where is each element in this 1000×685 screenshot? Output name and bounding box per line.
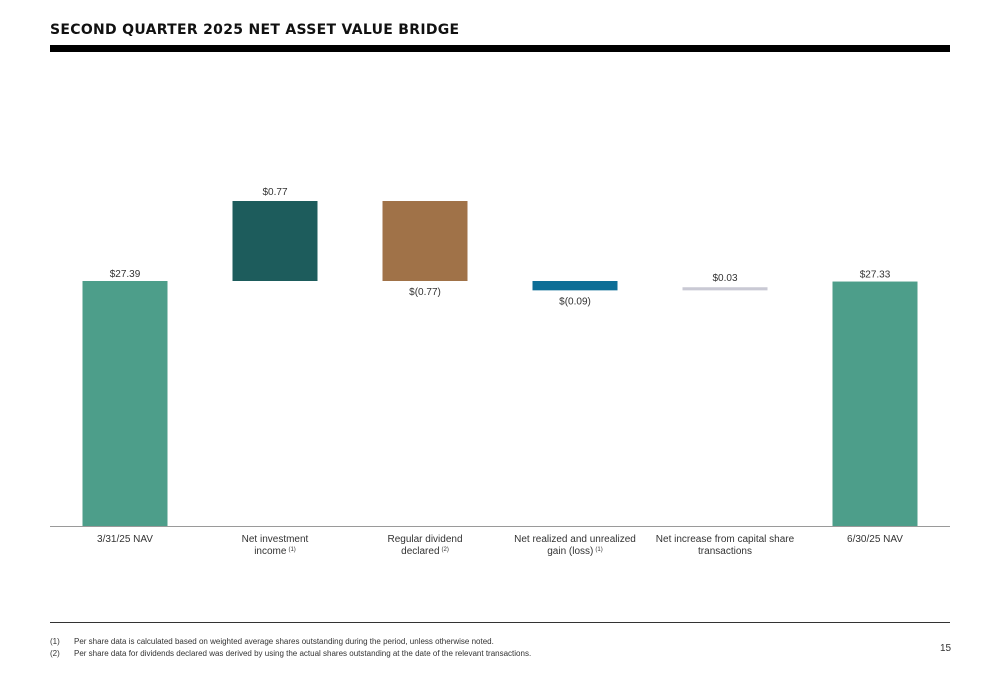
data-label-1: $0.77	[262, 187, 287, 198]
category-label-2-line-0: Regular dividend	[387, 534, 462, 545]
category-label-3-line-1: gain (loss) (1)	[547, 546, 602, 557]
footnote-1-text: Per share data is calculated based on we…	[74, 637, 494, 646]
category-label-1-line-1: income (1)	[254, 546, 296, 557]
footnote-ref-2: (2)	[442, 547, 449, 553]
category-label-0-line-0: 3/31/25 NAV	[97, 534, 153, 545]
page-title: SECOND QUARTER 2025 NET ASSET VALUE BRID…	[50, 22, 460, 38]
bar-2	[382, 201, 468, 281]
footnote-ref-3: (1)	[595, 547, 602, 553]
bar-4	[682, 287, 768, 291]
bar-1	[232, 201, 318, 281]
page-number: 15	[940, 643, 952, 654]
data-label-2: $(0.77)	[409, 287, 441, 298]
footnote-1: (1) Per share data is calculated based on…	[50, 637, 494, 646]
footnote-ref-1: (1)	[288, 547, 295, 553]
category-label-5-line-0: 6/30/25 NAV	[847, 534, 903, 545]
nav-bridge-chart: $27.39 3/31/25 NAV $0.77 Net investmentinco…	[50, 187, 950, 557]
footnote-divider	[50, 622, 950, 623]
bar-0	[82, 281, 168, 526]
data-label-5: $27.33	[860, 270, 891, 281]
category-label-3-line-0: Net realized and unrealized	[514, 534, 636, 545]
footnote-2-marker: (2)	[50, 649, 60, 658]
footnote-2-text: Per share data for dividends declared wa…	[74, 649, 532, 658]
footnote-1-marker: (1)	[50, 637, 60, 646]
data-label-3: $(0.09)	[559, 296, 591, 307]
category-label-4-line-0: Net increase from capital share	[656, 534, 795, 545]
footnote-2: (2) Per share data for dividends declared…	[50, 649, 531, 658]
bar-5	[832, 281, 918, 526]
bar-3	[532, 281, 618, 291]
category-label-4-line-1: transactions	[698, 546, 752, 557]
title-divider	[50, 45, 950, 52]
data-label-0: $27.39	[110, 269, 141, 280]
data-label-4: $0.03	[712, 273, 737, 284]
category-label-2-line-1: declared (2)	[401, 546, 449, 557]
category-label-1-line-0: Net investment	[242, 534, 309, 545]
